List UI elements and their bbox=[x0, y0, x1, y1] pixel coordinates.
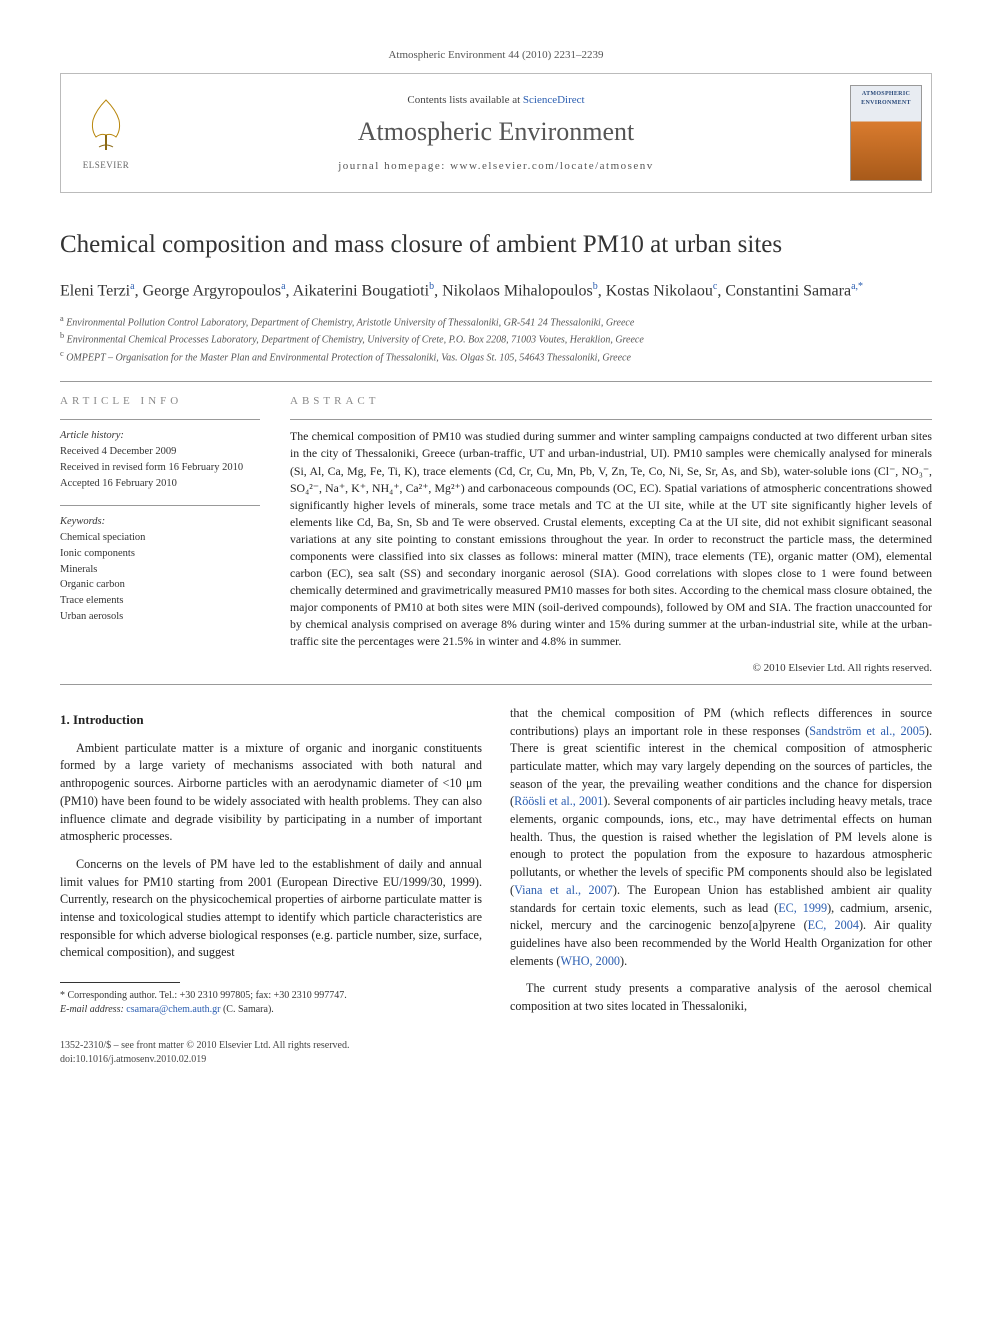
journal-homepage: journal homepage: www.elsevier.com/locat… bbox=[338, 159, 654, 174]
email-link[interactable]: csamara@chem.auth.gr bbox=[126, 1004, 220, 1015]
history-title: Article history: bbox=[60, 428, 260, 444]
journal-page: Atmospheric Environment 44 (2010) 2231–2… bbox=[0, 0, 992, 1107]
cover-title: ATMOSPHERIC ENVIRONMENT bbox=[851, 86, 921, 107]
front-matter-line: 1352-2310/$ – see front matter © 2010 El… bbox=[60, 1039, 932, 1053]
received-date: Received 4 December 2009 bbox=[60, 444, 260, 460]
affiliations: a Environmental Pollution Control Labora… bbox=[60, 313, 932, 365]
citation-link[interactable]: EC, 1999 bbox=[778, 901, 827, 915]
affiliation-c: c OMPEPT – Organisation for the Master P… bbox=[60, 348, 932, 365]
journal-cover-area: ATMOSPHERIC ENVIRONMENT bbox=[841, 74, 931, 192]
abstract-label: ABSTRACT bbox=[290, 394, 932, 409]
keyword: Organic carbon bbox=[60, 577, 260, 593]
abstract-column: ABSTRACT The chemical composition of PM1… bbox=[290, 394, 932, 676]
footer: 1352-2310/$ – see front matter © 2010 El… bbox=[60, 1039, 932, 1067]
article-info-column: ARTICLE INFO Article history: Received 4… bbox=[60, 394, 260, 676]
email-footnote: E-mail address: csamara@chem.auth.gr (C.… bbox=[60, 1003, 482, 1017]
email-suffix: (C. Samara). bbox=[220, 1004, 273, 1015]
article-history: Article history: Received 4 December 200… bbox=[60, 428, 260, 491]
body-paragraph: that the chemical composition of PM (whi… bbox=[510, 705, 932, 970]
divider bbox=[60, 684, 932, 685]
keyword: Minerals bbox=[60, 562, 260, 578]
journal-header-box: ELSEVIER Contents lists available at Sci… bbox=[60, 73, 932, 193]
revised-date: Received in revised form 16 February 201… bbox=[60, 460, 260, 476]
section-number: 1. bbox=[60, 712, 70, 727]
affiliation-b: b Environmental Chemical Processes Labor… bbox=[60, 330, 932, 347]
affiliation-a: a Environmental Pollution Control Labora… bbox=[60, 313, 932, 330]
abstract-text: The chemical composition of PM10 was stu… bbox=[290, 428, 932, 650]
article-info-label: ARTICLE INFO bbox=[60, 394, 260, 409]
abstract-divider bbox=[290, 419, 932, 420]
keyword: Urban aerosols bbox=[60, 609, 260, 625]
keyword: Trace elements bbox=[60, 593, 260, 609]
citation-link[interactable]: WHO, 2000 bbox=[560, 954, 620, 968]
section-heading: 1. Introduction bbox=[60, 711, 482, 730]
article-body: 1. Introduction Ambient particulate matt… bbox=[60, 705, 932, 1021]
author-list: Eleni Terzia, George Argyropoulosa, Aika… bbox=[60, 279, 932, 303]
copyright-line: © 2010 Elsevier Ltd. All rights reserved… bbox=[290, 661, 932, 676]
citation-link[interactable]: Viana et al., 2007 bbox=[514, 883, 613, 897]
keywords-title: Keywords: bbox=[60, 514, 260, 530]
body-paragraph: The current study presents a comparative… bbox=[510, 980, 932, 1015]
keyword: Ionic components bbox=[60, 546, 260, 562]
contents-available-line: Contents lists available at ScienceDirec… bbox=[407, 93, 584, 108]
divider bbox=[60, 381, 932, 382]
doi-line: doi:10.1016/j.atmosenv.2010.02.019 bbox=[60, 1053, 932, 1067]
info-divider bbox=[60, 505, 260, 506]
sciencedirect-link[interactable]: ScienceDirect bbox=[523, 94, 585, 106]
accepted-date: Accepted 16 February 2010 bbox=[60, 476, 260, 492]
elsevier-logo: ELSEVIER bbox=[76, 93, 136, 173]
publisher-logo-area: ELSEVIER bbox=[61, 74, 151, 192]
info-abstract-row: ARTICLE INFO Article history: Received 4… bbox=[60, 394, 932, 676]
elsevier-tree-icon bbox=[81, 95, 131, 155]
footnote-separator bbox=[60, 982, 180, 983]
corresponding-author-note: * Corresponding author. Tel.: +30 2310 9… bbox=[60, 989, 482, 1003]
citation-link[interactable]: Sandström et al., 2005 bbox=[809, 724, 925, 738]
journal-cover-thumbnail: ATMOSPHERIC ENVIRONMENT bbox=[850, 85, 922, 181]
contents-prefix: Contents lists available at bbox=[407, 94, 522, 106]
body-paragraph: Ambient particulate matter is a mixture … bbox=[60, 740, 482, 846]
homepage-prefix: journal homepage: bbox=[338, 160, 450, 172]
journal-reference: Atmospheric Environment 44 (2010) 2231–2… bbox=[60, 48, 932, 63]
keywords-block: Keywords: Chemical speciation Ionic comp… bbox=[60, 514, 260, 624]
elsevier-text: ELSEVIER bbox=[83, 159, 130, 172]
header-center: Contents lists available at ScienceDirec… bbox=[151, 74, 841, 192]
citation-link[interactable]: EC, 2004 bbox=[808, 918, 859, 932]
keyword: Chemical speciation bbox=[60, 530, 260, 546]
body-paragraph: Concerns on the levels of PM have led to… bbox=[60, 856, 482, 962]
email-label: E-mail address: bbox=[60, 1004, 126, 1015]
article-title: Chemical composition and mass closure of… bbox=[60, 229, 932, 260]
info-divider bbox=[60, 419, 260, 420]
footnote-block: * Corresponding author. Tel.: +30 2310 9… bbox=[60, 982, 482, 1017]
journal-name: Atmospheric Environment bbox=[358, 114, 635, 150]
section-title: Introduction bbox=[73, 712, 144, 727]
citation-link[interactable]: Röösli et al., 2001 bbox=[514, 794, 603, 808]
homepage-url: www.elsevier.com/locate/atmosenv bbox=[450, 160, 654, 172]
